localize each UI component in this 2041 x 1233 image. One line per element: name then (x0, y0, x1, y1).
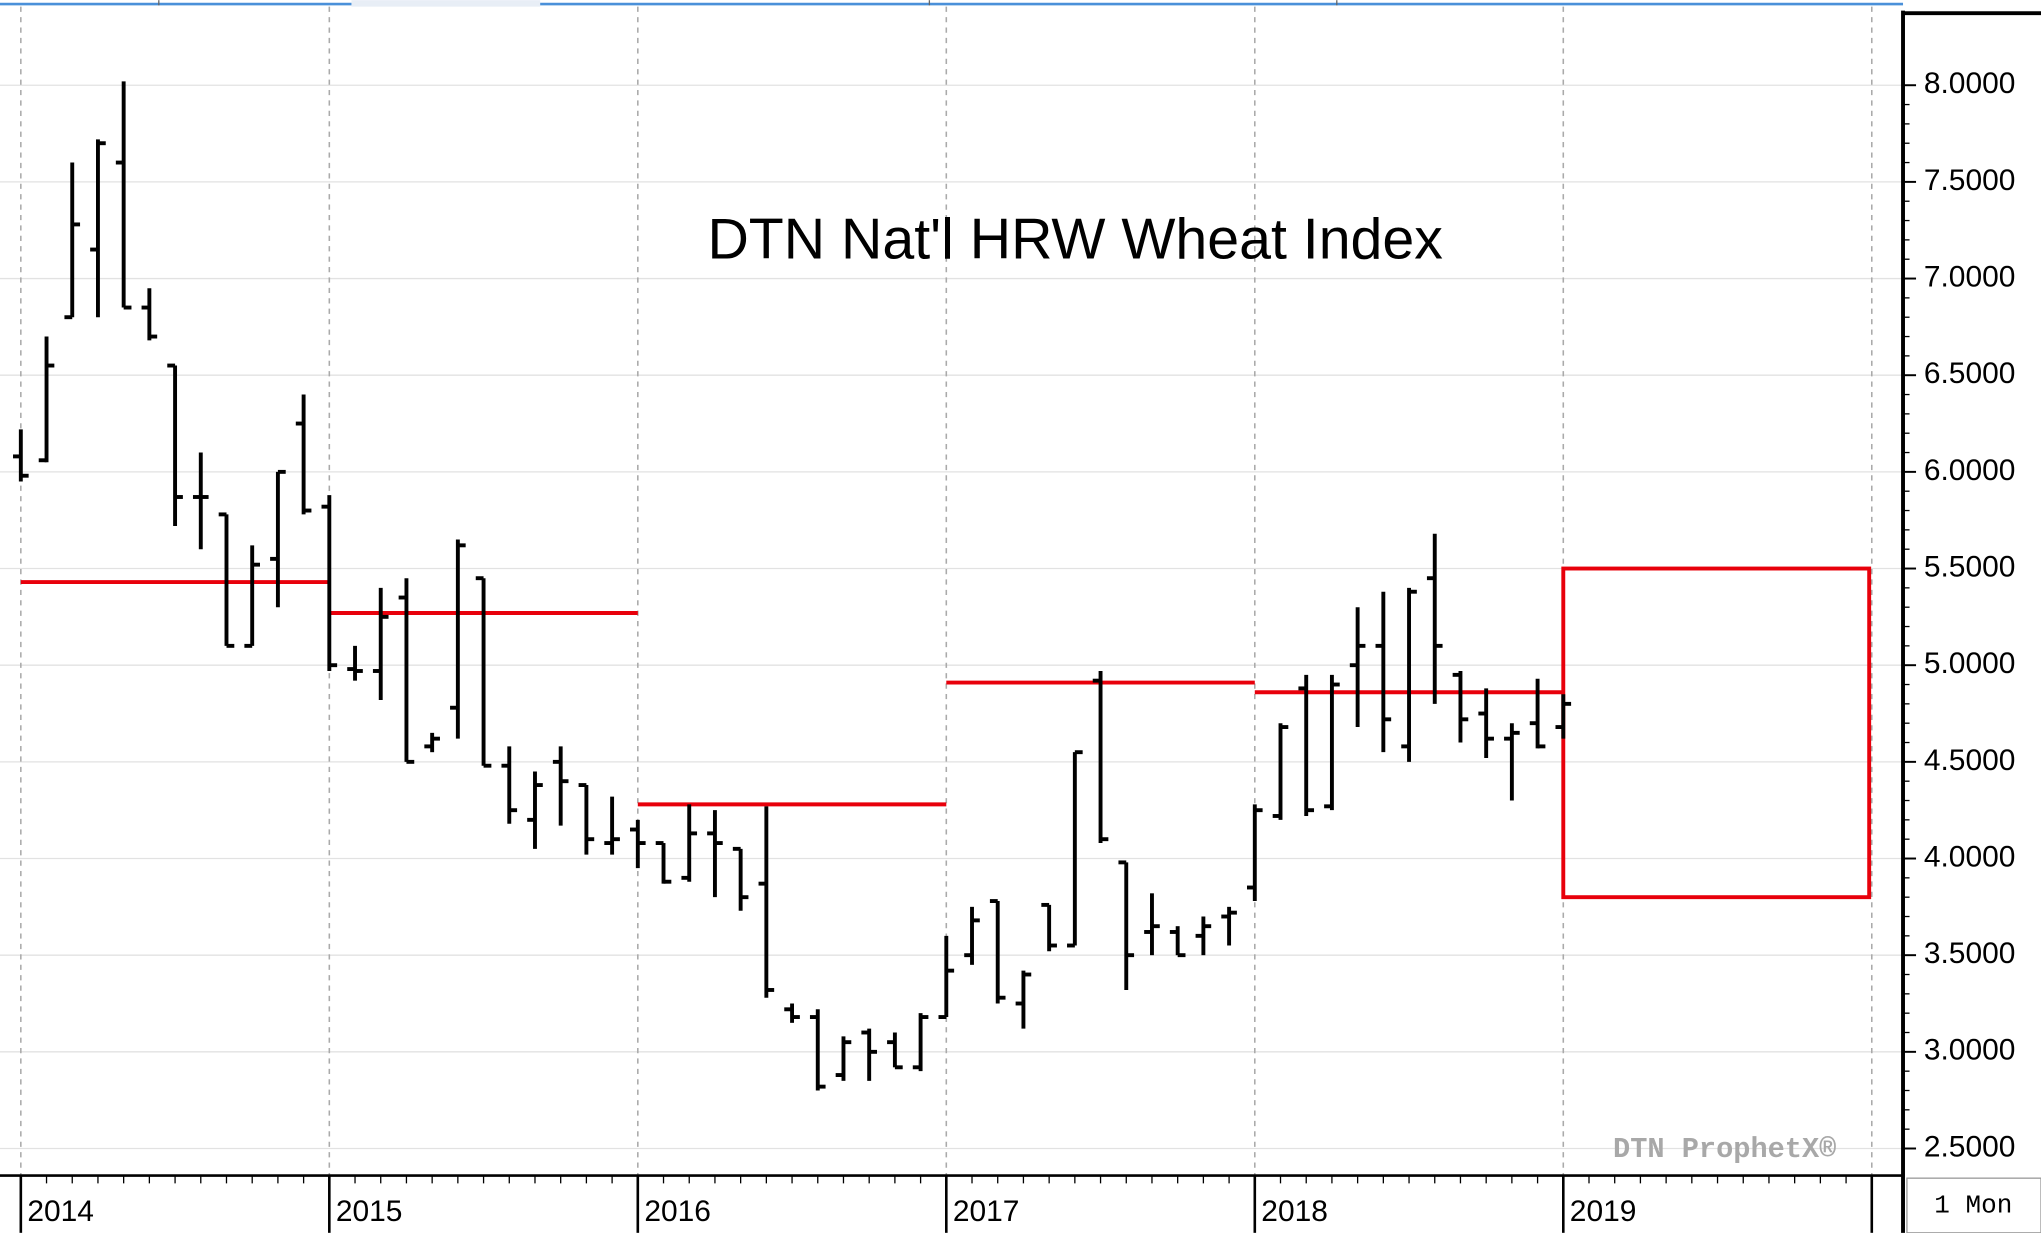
x-tick-label: 2018 (1261, 1195, 1328, 1228)
tab (351, 0, 541, 7)
watermark: DTN ProphetX® (1613, 1133, 1836, 1166)
y-tick-label: 4.0000 (1924, 840, 2016, 873)
y-tick-label: 5.5000 (1924, 550, 2016, 583)
y-tick-label: 5.0000 (1924, 647, 2016, 680)
interval-label: 1 Mon (1934, 1190, 2012, 1220)
y-tick-label: 3.0000 (1924, 1034, 2016, 1067)
x-tick-label: 2017 (953, 1195, 1020, 1228)
x-tick-label: 2019 (1570, 1195, 1637, 1228)
y-tick-label: 2.5000 (1924, 1130, 2016, 1163)
y-tick-label: 7.5000 (1924, 164, 2016, 197)
y-tick-label: 6.0000 (1924, 454, 2016, 487)
y-tick-label: 8.0000 (1924, 67, 2016, 100)
x-tick-label: 2015 (336, 1195, 403, 1228)
chart-title: DTN Nat'l HRW Wheat Index (707, 208, 1443, 272)
x-tick-label: 2016 (644, 1195, 711, 1228)
top-tabs (0, 0, 1904, 7)
y-tick-label: 4.5000 (1924, 744, 2016, 777)
x-tick-label: 2014 (27, 1195, 94, 1228)
marks (13, 81, 1872, 1091)
y-tick-label: 7.0000 (1924, 260, 2016, 293)
y-tick-label: 6.5000 (1924, 357, 2016, 390)
y-tick-label: 3.5000 (1924, 937, 2016, 970)
